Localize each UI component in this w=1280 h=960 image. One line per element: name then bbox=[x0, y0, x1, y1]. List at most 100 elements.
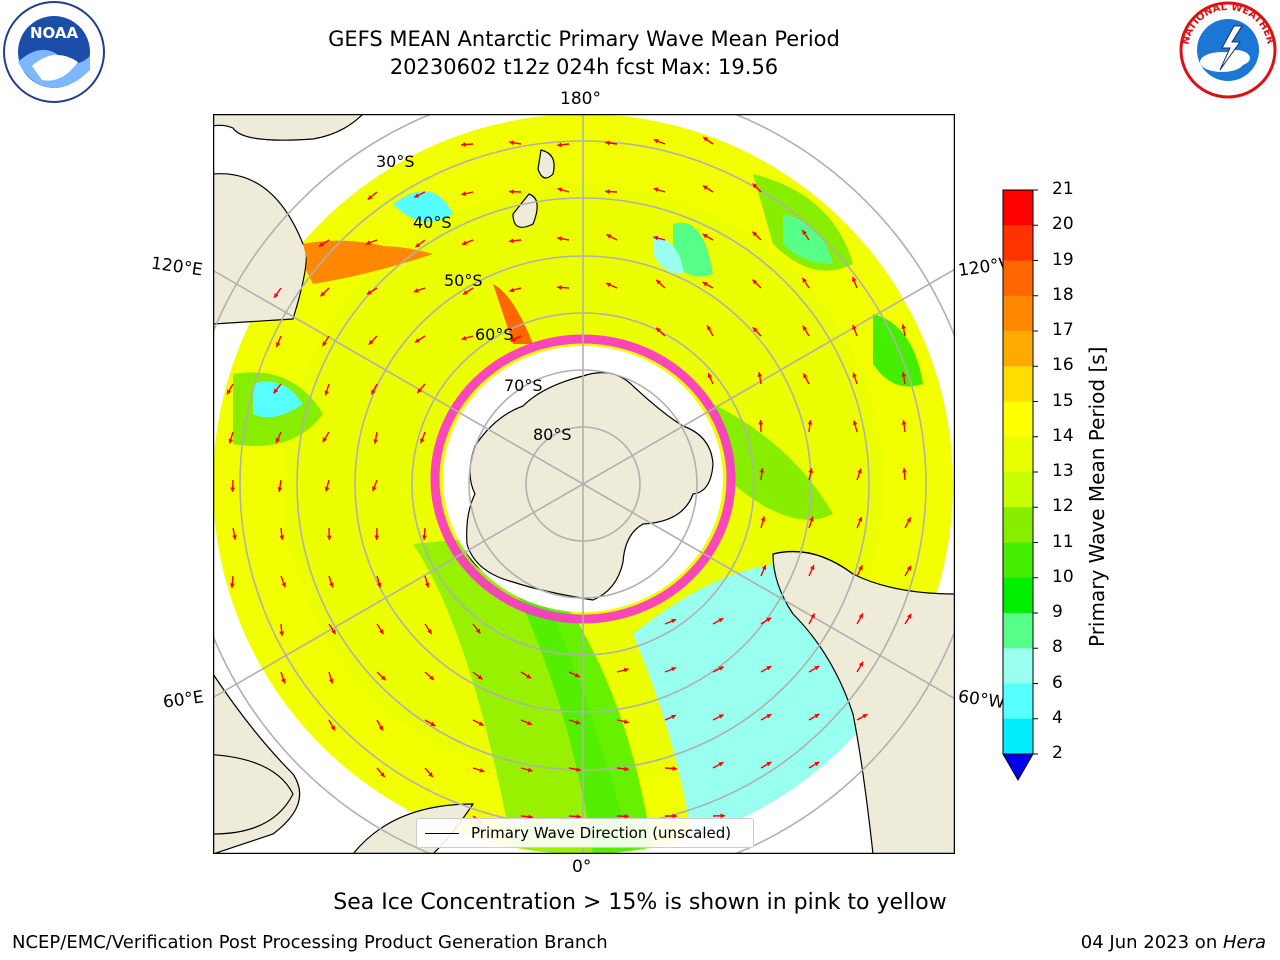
wave-arrow-head bbox=[671, 618, 677, 624]
wave-arrow-head bbox=[576, 814, 581, 819]
wave-arrow-head bbox=[901, 468, 907, 473]
meridian-line bbox=[213, 269, 584, 485]
wave-arrow-head bbox=[606, 282, 612, 288]
wave-arrow-head bbox=[417, 388, 422, 394]
wave-arrow-head bbox=[901, 372, 907, 377]
wave-arrow-head bbox=[576, 767, 581, 772]
wave-arrow-head bbox=[324, 486, 330, 492]
wave-arrow-head bbox=[227, 389, 232, 395]
colorbar-segment bbox=[1003, 436, 1033, 473]
wave-arrow-head bbox=[807, 420, 813, 425]
wave-arrow-head bbox=[281, 678, 286, 684]
wave-arrow-head bbox=[702, 185, 708, 190]
colorbar-tick-label: 13 bbox=[1052, 461, 1074, 481]
colorbar-extend-arrow bbox=[1002, 753, 1034, 782]
lon-label-120e: 120°E bbox=[149, 253, 204, 281]
wave-arrow-head bbox=[857, 516, 863, 522]
wave-arrow-head bbox=[509, 238, 514, 244]
wave-arrow-head bbox=[414, 193, 420, 198]
wave-arrow-head bbox=[656, 279, 662, 285]
colorbar-tick-label: 9 bbox=[1052, 602, 1063, 622]
wave-arrow-head bbox=[322, 437, 328, 443]
colorbar-tick-label: 18 bbox=[1052, 284, 1074, 305]
wave-arrow-head bbox=[707, 373, 713, 378]
wave-arrow-head bbox=[281, 582, 286, 588]
wave-arrow-head bbox=[331, 629, 336, 635]
wave-arrow-head bbox=[858, 661, 864, 667]
wave-arrow-head bbox=[557, 285, 562, 290]
wave-arrow-head bbox=[605, 189, 610, 195]
wave-arrow-head bbox=[653, 235, 659, 241]
wave-arrow-head bbox=[858, 565, 863, 571]
wave-arrow-head bbox=[671, 714, 677, 720]
wave-arrow-head bbox=[322, 341, 327, 347]
wave-arrow-head bbox=[702, 233, 708, 239]
wave-arrow-head bbox=[623, 667, 629, 673]
wave-arrow-head bbox=[509, 189, 514, 195]
wave-arrow-head bbox=[273, 388, 279, 394]
wave-arrow-head bbox=[371, 389, 376, 395]
wave-arrow-head bbox=[901, 420, 907, 425]
colorbar-segment bbox=[1003, 366, 1033, 402]
colorbar-segment bbox=[1003, 542, 1033, 579]
wave-arrow-head bbox=[230, 487, 236, 492]
wave-arrow-head bbox=[906, 565, 911, 571]
wave-arrow-head bbox=[802, 277, 807, 283]
wave-arrow-head bbox=[653, 187, 659, 192]
colorbar-tick-label: 20 bbox=[1052, 214, 1074, 235]
wave-arrow-head bbox=[906, 613, 912, 619]
wave-arrow-head bbox=[328, 678, 334, 684]
polar-map bbox=[212, 113, 956, 855]
wave-arrow-head bbox=[420, 438, 425, 444]
lon-label-0: 0° bbox=[572, 857, 592, 877]
colorbar-segment bbox=[1003, 190, 1033, 226]
footer-date-text: 04 Jun 2023 on bbox=[1080, 932, 1223, 953]
wave-arrow-head bbox=[557, 236, 562, 241]
wave-arrow-head bbox=[808, 468, 814, 474]
wave-arrow-head bbox=[624, 766, 629, 772]
wave-arrow-head bbox=[509, 140, 514, 146]
wave-arrow-head bbox=[858, 613, 863, 619]
lat-label-30s: 30°S bbox=[376, 152, 415, 171]
wave-arrow-head bbox=[758, 420, 764, 425]
wave-arrow-head bbox=[814, 714, 820, 719]
wave-arrow-head bbox=[275, 438, 281, 443]
nws-logo: NATIONAL WEATHER SERVICE bbox=[1172, 0, 1280, 100]
wave-arrow-head bbox=[379, 629, 384, 635]
wave-arrow-head bbox=[809, 565, 815, 571]
wave-arrow-head bbox=[752, 327, 758, 333]
colorbar-segment bbox=[1003, 225, 1033, 261]
wave-arrow-head bbox=[802, 325, 808, 331]
wave-arrow-head bbox=[575, 719, 581, 725]
wave-arrow-head bbox=[365, 240, 371, 245]
colorbar-segment bbox=[1003, 648, 1033, 684]
noaa-logo: NOAA bbox=[2, 0, 106, 104]
wave-arrow-head bbox=[901, 324, 906, 329]
wave-arrow-head bbox=[809, 516, 814, 522]
wave-arrow-head bbox=[373, 439, 379, 444]
wave-arrow-head bbox=[428, 772, 433, 778]
colorbar-tick-label: 15 bbox=[1052, 390, 1074, 411]
wave-arrow-head bbox=[851, 276, 857, 282]
wave-arrow-head bbox=[624, 813, 629, 819]
wave-arrow-head bbox=[718, 618, 724, 623]
wave-arrow-head bbox=[414, 338, 420, 343]
wave-arrow-head bbox=[766, 714, 772, 719]
wave-arrow-head bbox=[759, 468, 765, 473]
colorbar-tick-label: 12 bbox=[1052, 496, 1074, 517]
wave-arrow-head bbox=[672, 813, 677, 819]
wave-arrow-head bbox=[527, 720, 533, 726]
colorbar-label: Primary Wave Mean Period [s] bbox=[1085, 346, 1109, 648]
chart-title: GEFS MEAN Antarctic Primary Wave Mean Pe… bbox=[328, 27, 840, 51]
wave-arrow-head bbox=[510, 337, 516, 342]
colorbar-tick-label: 2 bbox=[1052, 743, 1063, 763]
wave-arrow-head bbox=[279, 631, 285, 636]
colorbar-segment bbox=[1003, 295, 1033, 332]
colorbar-segment bbox=[1003, 472, 1033, 508]
wave-arrow-head bbox=[478, 721, 484, 726]
wave-arrow-head bbox=[232, 535, 237, 540]
wave-arrow-head bbox=[606, 234, 612, 239]
wave-arrow-head bbox=[702, 282, 708, 287]
wave-arrow-head bbox=[802, 229, 807, 235]
wave-arrow-head bbox=[814, 761, 820, 767]
